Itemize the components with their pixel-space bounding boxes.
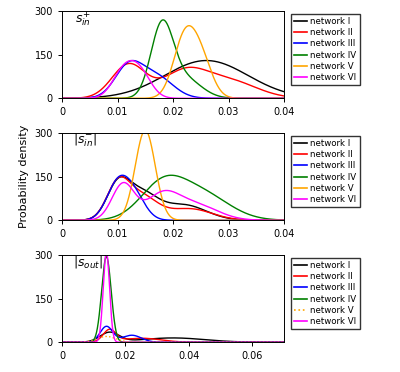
Text: $s_{in}^{+}$: $s_{in}^{+}$	[75, 9, 91, 28]
Legend: network I, network II, network III, network IV, network V, network VI: network I, network II, network III, netw…	[290, 136, 360, 207]
Legend: network I, network II, network III, network IV, network V, network VI: network I, network II, network III, netw…	[290, 14, 360, 86]
Y-axis label: Probability density: Probability density	[19, 125, 29, 228]
Text: $|s_{out}|$: $|s_{out}|$	[73, 254, 103, 270]
Text: $|s_{in}^{-}|$: $|s_{in}^{-}|$	[73, 132, 97, 149]
Legend: network I, network II, network III, network IV, network V, network VI: network I, network II, network III, netw…	[290, 258, 360, 329]
